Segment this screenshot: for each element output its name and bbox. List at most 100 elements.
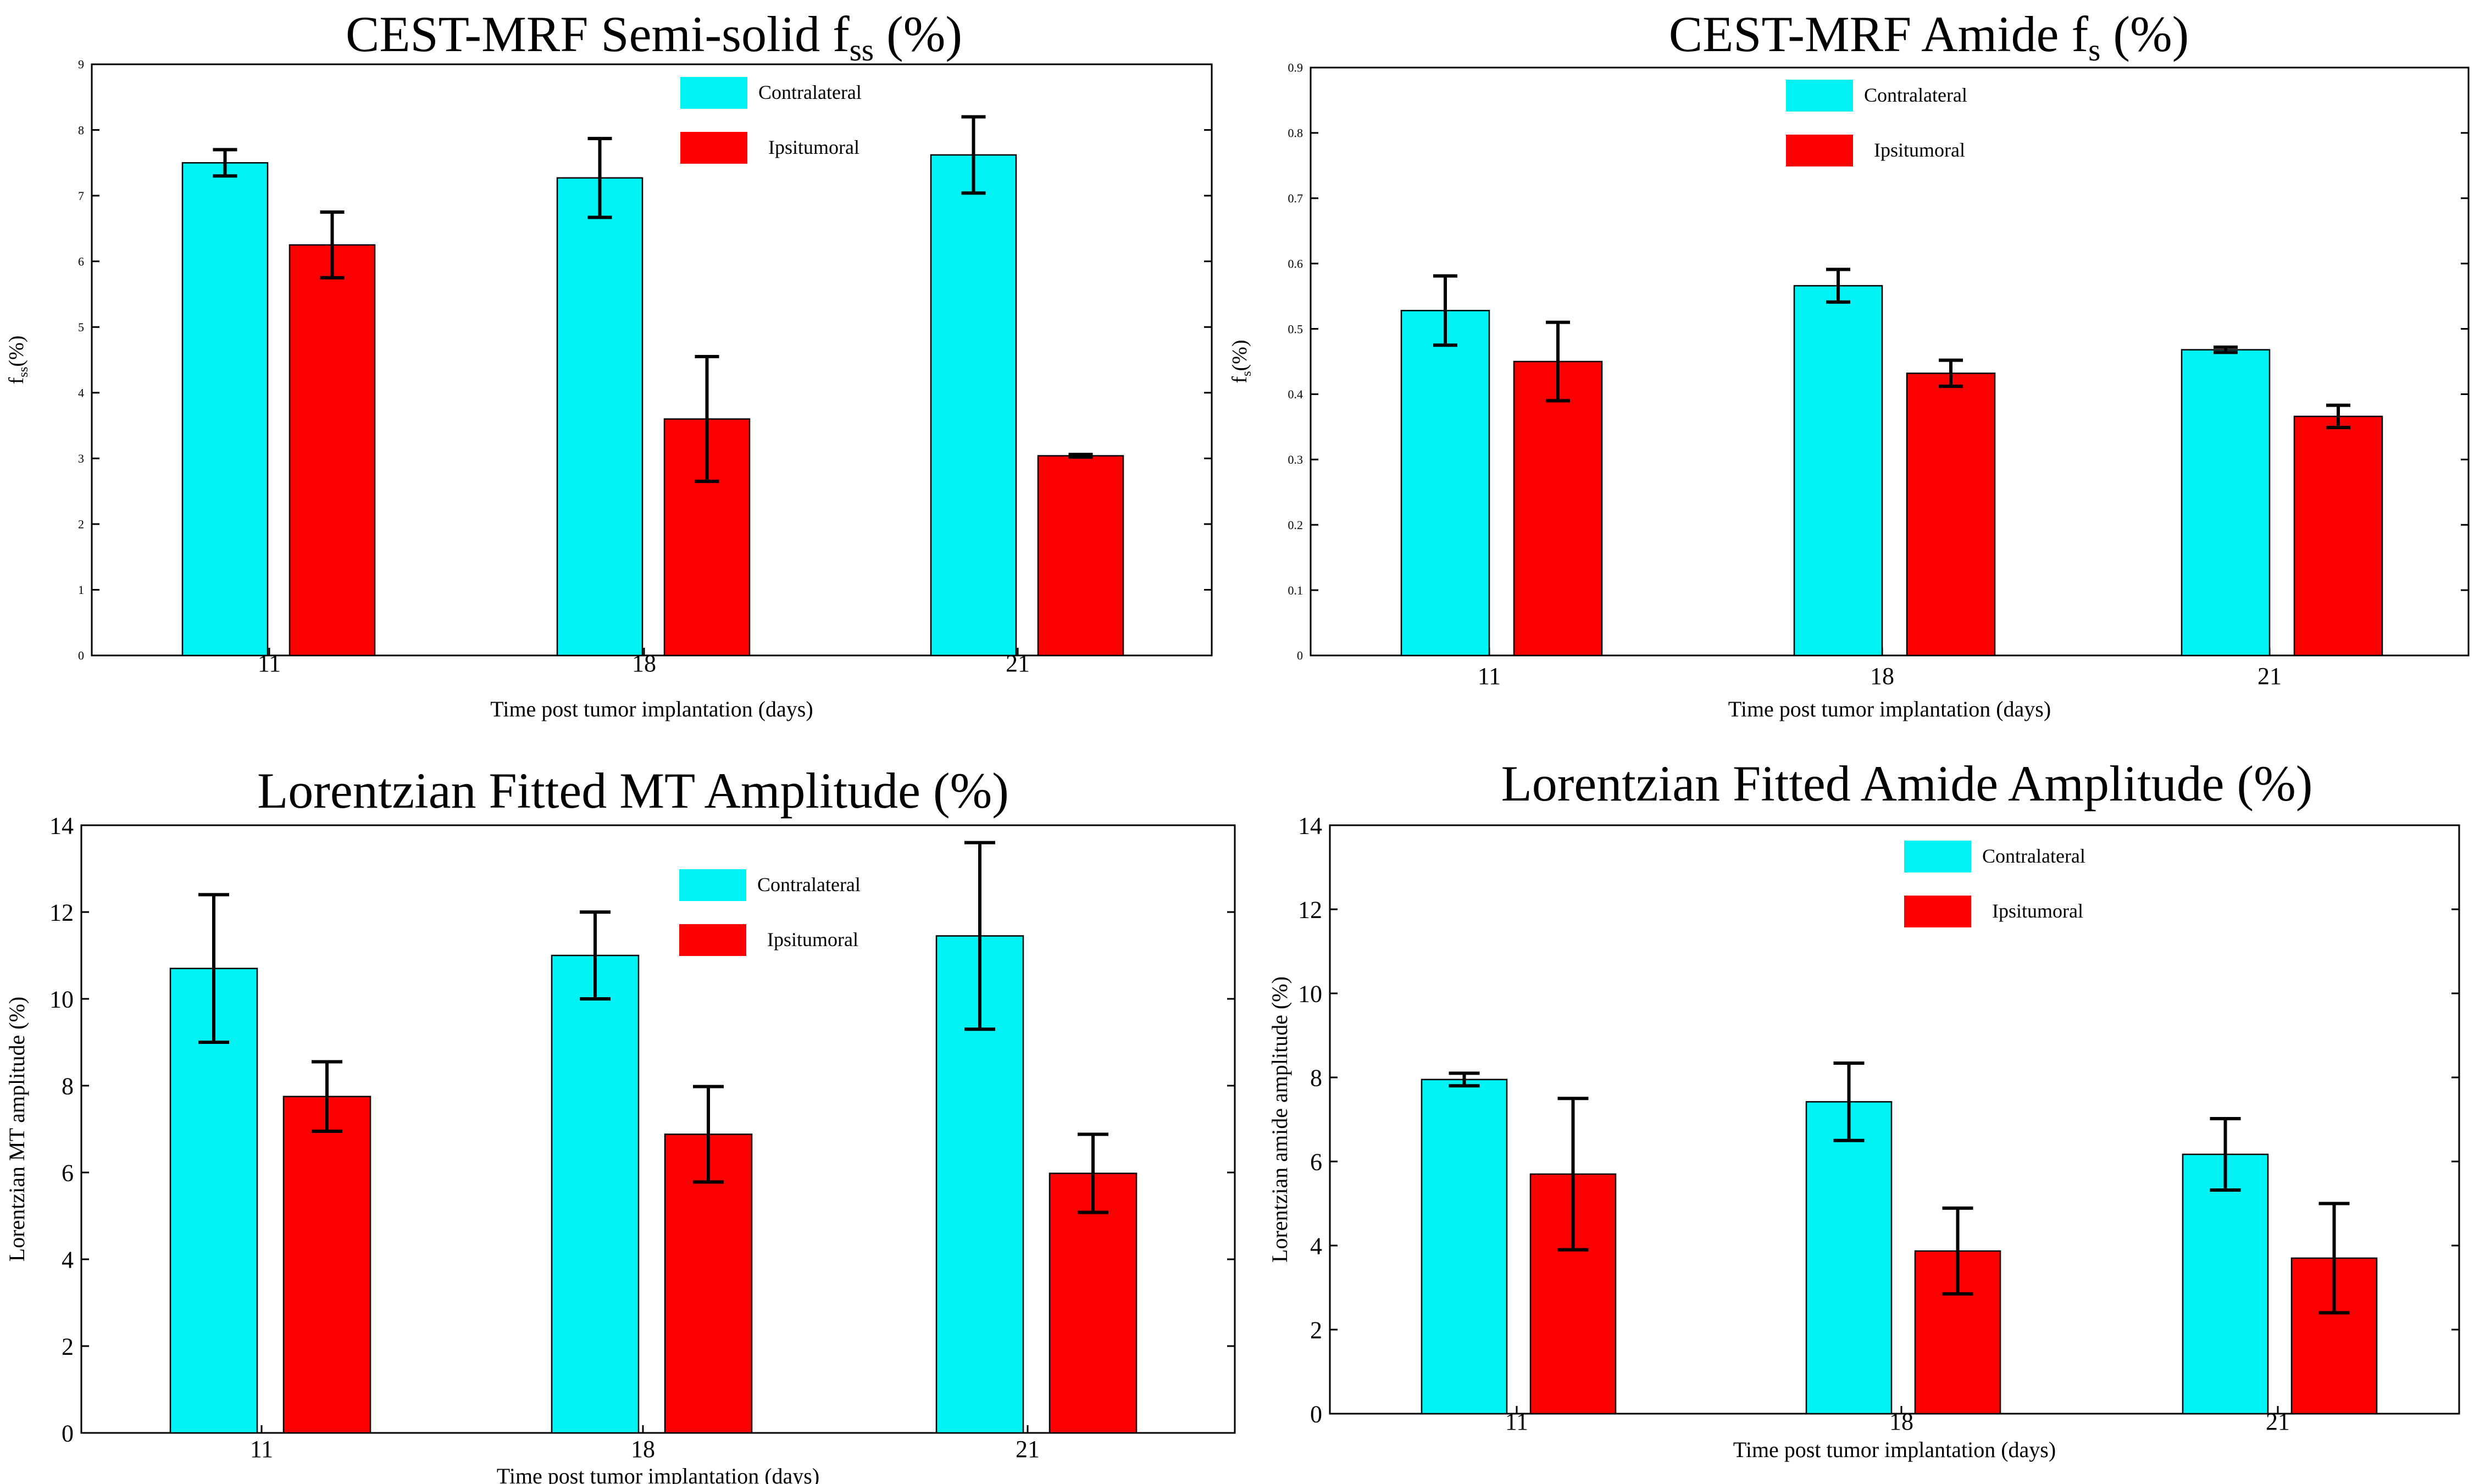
ipsitumoral-bar (1513, 360, 1603, 657)
contralateral-bar (551, 954, 640, 1434)
y-tick-label: 0.4 (1288, 387, 1303, 401)
amide-amplitude-chart: Lorentzian Fitted Amide Amplitude (%) 0 2 4… (1267, 755, 2460, 1462)
chart-title-main: Lorentzian Fitted MT Amplitude (%) (257, 763, 1009, 819)
ipsitumoral-bar (1906, 373, 1996, 657)
y-axis-label-main: f (1228, 376, 1251, 383)
y-tick-label: 0.3 (1288, 453, 1303, 466)
semisolid-fss-chart: CEST-MRF Semi-solid fss (%)0123456789fss… (5, 6, 1213, 721)
chart-title-subscript: ss (850, 33, 874, 68)
chart-title: Lorentzian Fitted Amide Amplitude (%) (1501, 755, 2313, 812)
chart-title-main: Lorentzian Fitted Amide Amplitude (%) (1501, 755, 2313, 812)
chart-title-subscript: s (2088, 33, 2100, 68)
contralateral-bar (930, 154, 1017, 657)
y-tick-label: 0.7 (1288, 191, 1303, 205)
y-axis-label-main: Lorentzian MT amplitude (%) (4, 997, 29, 1261)
ipsitumoral-bar (664, 1133, 753, 1434)
x-tick-label: 21 (1016, 1436, 1040, 1463)
y-tick-label: 8 (1310, 1064, 1322, 1091)
legend-label: Ipsitumoral (1992, 900, 2083, 922)
y-axis-label-suffix: (%) (5, 336, 28, 367)
plot-frame (80, 824, 1236, 1434)
chart-title-main: CEST-MRF Amide f (1669, 6, 2089, 62)
y-tick-label: 10 (1298, 980, 1322, 1007)
contralateral-bar (169, 968, 258, 1434)
y-tick-label: 14 (49, 812, 74, 839)
contralateral-bar (2182, 1153, 2269, 1415)
legend-swatch (679, 924, 746, 956)
legend-swatch (680, 132, 747, 164)
legend-swatch (1904, 896, 1971, 927)
legend-label: Contralateral (1864, 84, 1967, 106)
y-tick-label: 12 (49, 899, 74, 926)
y-tick-label: 0 (1310, 1400, 1322, 1427)
legend-swatch (679, 869, 746, 901)
y-axis-label-suffix: (%) (1228, 340, 1251, 371)
y-tick-label: 0.6 (1288, 257, 1303, 270)
y-axis-label-subscript: s (1239, 371, 1254, 376)
x-axis-label: Time post tumor implantation (days) (1728, 697, 2051, 721)
x-axis-label: Time post tumor implantation (days) (490, 697, 813, 721)
x-axis-label: Time post tumor implantation (days) (1733, 1437, 2056, 1462)
y-axis-label: Lorentzian MT amplitude (%) (4, 997, 29, 1261)
contralateral-bar (1400, 310, 1490, 657)
legend-label: Contralateral (758, 81, 862, 103)
y-tick-label: 0 (1297, 649, 1303, 663)
y-tick-label: 5 (78, 320, 84, 334)
legend-swatch (1786, 135, 1853, 166)
y-tick-label: 6 (1310, 1148, 1322, 1175)
ipsitumoral-bar (289, 244, 376, 657)
ipsitumoral-bar (1049, 1172, 1138, 1434)
x-tick-label: 11 (250, 1436, 273, 1463)
y-tick-label: 8 (78, 123, 84, 137)
contralateral-bar (1421, 1079, 1508, 1415)
plot-frame (91, 63, 1213, 657)
y-tick-label: 0.2 (1288, 518, 1303, 532)
chart-title-suffix: (%) (874, 6, 962, 62)
y-tick-label: 8 (62, 1072, 74, 1099)
x-axis-label: Time post tumor implantation (days) (497, 1464, 819, 1484)
y-axis-label: fs(%) (1228, 340, 1254, 383)
x-tick-label: 21 (2257, 663, 2282, 690)
chart-title-main: CEST-MRF Semi-solid f (346, 6, 850, 62)
legend-label: Ipsitumoral (1874, 139, 1965, 161)
y-tick-label: 2 (78, 518, 84, 531)
contralateral-bar (1793, 285, 1883, 657)
y-tick-label: 4 (1310, 1232, 1322, 1259)
y-tick-label: 4 (78, 386, 84, 399)
legend-label: Ipsitumoral (768, 136, 859, 158)
ipsitumoral-bar (2293, 415, 2383, 657)
y-tick-label: 0 (78, 649, 84, 663)
x-tick-label: 18 (631, 1436, 655, 1463)
y-tick-label: 12 (1298, 896, 1322, 923)
y-tick-label: 10 (49, 986, 74, 1013)
plot-frame (1329, 824, 2460, 1415)
chart-title: CEST-MRF Semi-solid fss (%) (346, 6, 962, 68)
contralateral-bar (181, 162, 269, 657)
mt-amplitude-chart: Lorentzian Fitted MT Amplitude (%) 0 2 4 6 8 1… (4, 763, 1236, 1484)
y-tick-label: 3 (78, 452, 84, 465)
ipsitumoral-bar (282, 1096, 371, 1434)
legend-swatch (680, 77, 747, 109)
y-tick-label: 14 (1298, 812, 1322, 839)
x-tick-label: 18 (1870, 663, 1894, 690)
y-tick-label: 0.8 (1288, 126, 1303, 140)
legend-label: Contralateral (1982, 845, 2085, 867)
y-tick-label: 0 (62, 1420, 74, 1447)
y-axis-label-main: Lorentzian amide amplitude (%) (1267, 976, 1292, 1263)
y-tick-label: 2 (1310, 1316, 1322, 1343)
y-tick-label: 2 (62, 1333, 74, 1360)
y-tick-label: 0.1 (1288, 583, 1303, 597)
contralateral-bar (556, 177, 644, 657)
y-axis-label-subscript: ss (16, 367, 31, 377)
y-tick-label: 0.5 (1288, 322, 1303, 336)
chart-title: Lorentzian Fitted MT Amplitude (%) (257, 763, 1009, 819)
y-tick-label: 4 (62, 1246, 74, 1273)
amide-fs-chart: CEST-MRF Amide fs (%)00.10.20.30.40.50.6… (1228, 6, 2470, 721)
y-tick-label: 1 (78, 583, 84, 597)
y-tick-label: 6 (78, 254, 84, 268)
chart-title-suffix: (%) (2100, 6, 2189, 62)
legend-label: Ipsitumoral (767, 929, 858, 951)
x-tick-label: 11 (1478, 663, 1501, 690)
legend-label: Contralateral (757, 874, 861, 896)
